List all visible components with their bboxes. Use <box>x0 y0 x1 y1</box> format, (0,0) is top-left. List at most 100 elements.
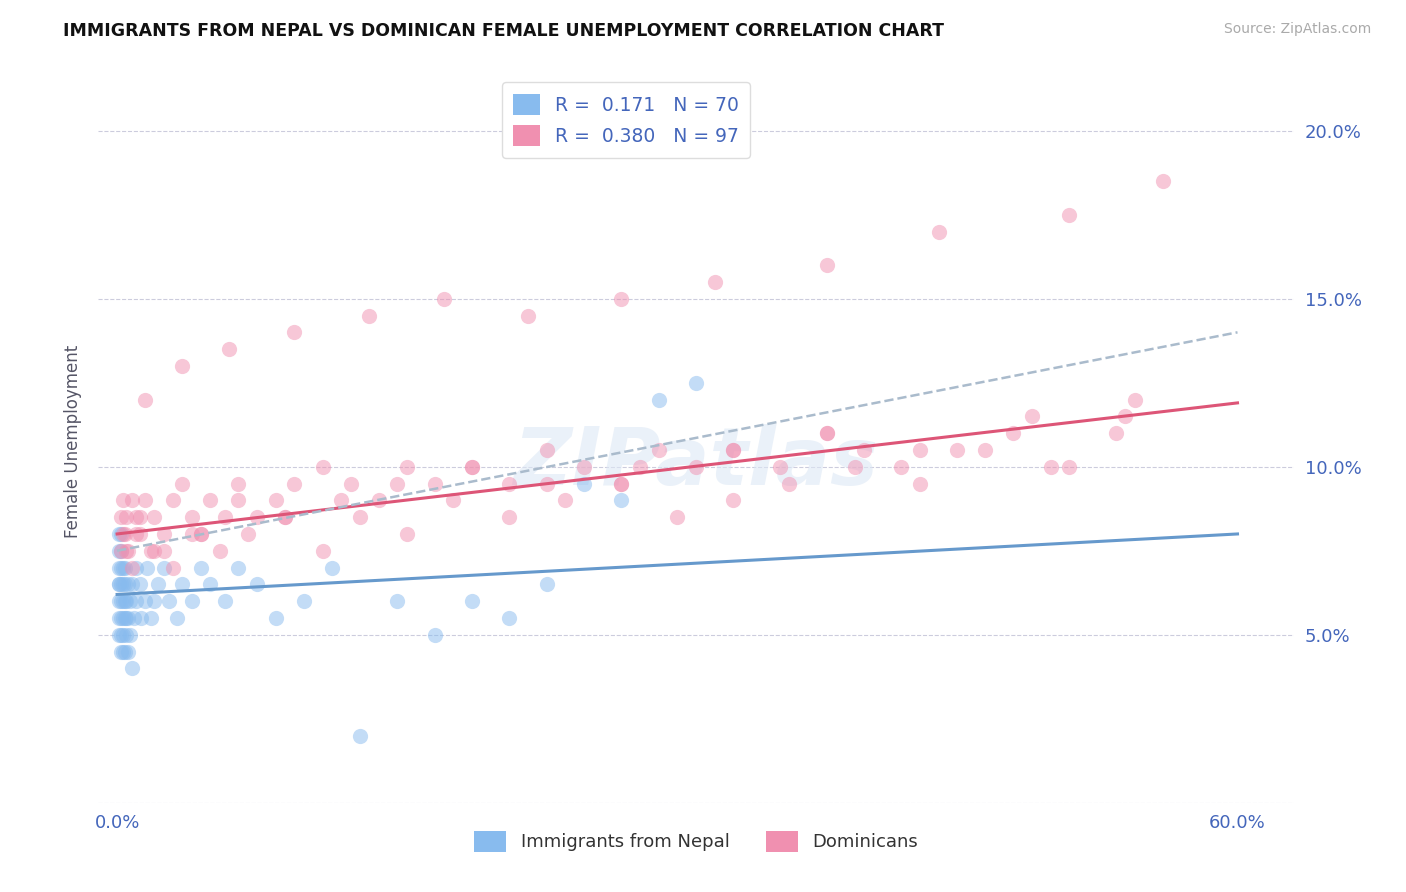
Point <box>172 476 194 491</box>
Point <box>152 527 174 541</box>
Point <box>125 527 148 541</box>
Point <box>572 476 595 491</box>
Point <box>111 493 134 508</box>
Point <box>572 459 595 474</box>
Point <box>108 543 131 558</box>
Point <box>498 476 520 491</box>
Point <box>111 644 134 658</box>
Point <box>339 476 361 491</box>
Point <box>134 392 156 407</box>
Point <box>139 543 162 558</box>
Point <box>128 527 150 541</box>
Point <box>111 577 134 591</box>
Point <box>131 611 153 625</box>
Point <box>111 594 134 608</box>
Point <box>769 459 792 474</box>
Point <box>628 459 651 474</box>
Point <box>703 275 725 289</box>
Point <box>214 510 236 524</box>
Point <box>349 729 371 743</box>
Point <box>666 510 689 524</box>
Point <box>536 476 558 491</box>
Point <box>723 442 745 457</box>
Point <box>461 459 484 474</box>
Point <box>283 476 305 491</box>
Point <box>321 560 343 574</box>
Point <box>498 611 520 625</box>
Text: IMMIGRANTS FROM NEPAL VS DOMINICAN FEMALE UNEMPLOYMENT CORRELATION CHART: IMMIGRANTS FROM NEPAL VS DOMINICAN FEMAL… <box>63 22 945 40</box>
Point <box>125 560 148 574</box>
Point <box>214 594 236 608</box>
Point <box>114 611 136 625</box>
Point <box>110 594 132 608</box>
Point <box>815 258 838 272</box>
Point <box>218 342 240 356</box>
Point <box>172 359 194 373</box>
Point <box>111 560 134 574</box>
Point <box>117 644 139 658</box>
Point <box>108 560 131 574</box>
Point <box>152 560 174 574</box>
Point <box>283 326 305 340</box>
Point <box>110 628 132 642</box>
Point <box>121 560 143 574</box>
Point <box>1152 174 1174 188</box>
Point <box>815 426 838 441</box>
Point <box>115 594 138 608</box>
Point <box>110 527 132 541</box>
Point <box>117 577 139 591</box>
Point <box>108 611 131 625</box>
Point <box>180 594 202 608</box>
Point <box>111 628 134 642</box>
Point <box>128 577 150 591</box>
Point <box>685 459 707 474</box>
Point <box>110 543 132 558</box>
Point <box>385 594 409 608</box>
Point <box>115 510 138 524</box>
Point <box>610 476 633 491</box>
Point <box>117 543 139 558</box>
Text: Source: ZipAtlas.com: Source: ZipAtlas.com <box>1223 22 1371 37</box>
Point <box>311 459 333 474</box>
Point <box>292 594 315 608</box>
Point <box>423 628 446 642</box>
Point <box>536 577 558 591</box>
Point <box>108 628 131 642</box>
Point <box>928 225 950 239</box>
Point <box>236 527 259 541</box>
Point <box>890 459 912 474</box>
Point <box>148 577 170 591</box>
Point <box>554 493 576 508</box>
Point <box>274 510 297 524</box>
Point <box>114 644 136 658</box>
Point <box>610 476 633 491</box>
Point <box>122 611 145 625</box>
Point <box>1059 208 1081 222</box>
Point <box>114 577 136 591</box>
Point <box>143 594 166 608</box>
Point <box>264 493 287 508</box>
Point <box>1039 459 1062 474</box>
Point <box>121 577 143 591</box>
Point <box>157 594 180 608</box>
Point <box>974 442 997 457</box>
Point <box>647 442 669 457</box>
Point <box>121 493 143 508</box>
Point <box>108 527 131 541</box>
Point <box>110 560 132 574</box>
Point <box>134 493 156 508</box>
Point <box>180 527 202 541</box>
Point <box>111 527 134 541</box>
Point <box>117 611 139 625</box>
Point <box>685 376 707 390</box>
Y-axis label: Female Unemployment: Female Unemployment <box>65 345 83 538</box>
Point <box>143 510 166 524</box>
Point <box>330 493 353 508</box>
Point <box>172 577 194 591</box>
Point <box>162 493 184 508</box>
Point <box>395 527 418 541</box>
Point <box>264 611 287 625</box>
Point <box>908 442 931 457</box>
Point <box>110 644 132 658</box>
Point <box>108 594 131 608</box>
